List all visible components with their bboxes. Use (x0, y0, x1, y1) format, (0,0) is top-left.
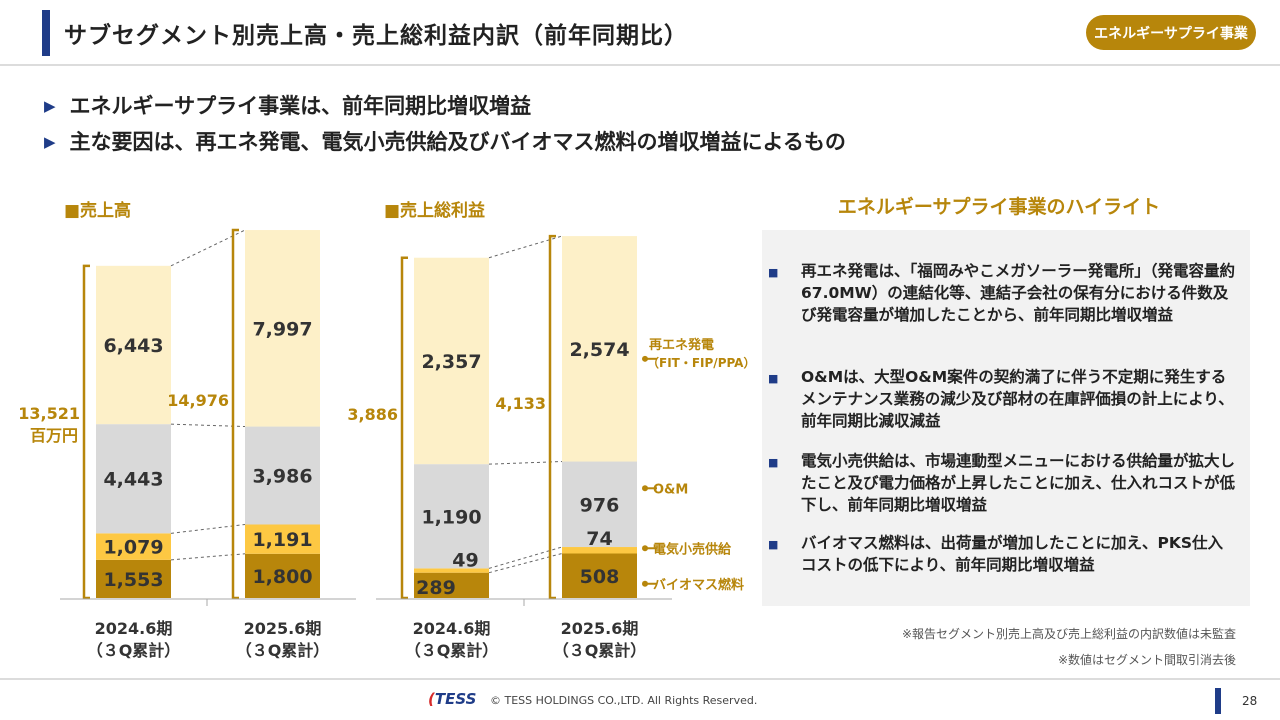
square-bullet-icon: ■ (768, 456, 779, 469)
gp-value-label: 74 (586, 528, 612, 550)
logo-text: TESS (434, 690, 477, 708)
sales-bar-1-segment-3 (96, 424, 171, 534)
sales-value-label: 1,800 (252, 566, 312, 588)
highlight-item-renewable: ■ 再エネ発電は、「福岡みやこメガソーラー発電所」（発電容量約67.0MW）の連結… (768, 262, 1236, 324)
sales-bar-2-segment-2 (245, 524, 320, 554)
highlight-item-om: ■ O&Mは、大型O&M案件の契約満了に伴う不定期に発生するメンテナンス業務の減少… (768, 368, 1234, 430)
summary-bullet-text: エネルギーサプライ事業は、前年同期比増収増益 (69, 94, 532, 118)
sales-value-label: 7,997 (252, 318, 312, 340)
sales-unit-label: 百万円 (30, 426, 78, 445)
gp-bar-2-segment-2 (562, 547, 637, 554)
sales-bar-1-segment-4 (96, 265, 171, 425)
sales-value-label: 6,443 (103, 335, 163, 357)
sales-total-label: 14,976 (167, 391, 229, 410)
gp-connector-line (488, 235, 563, 259)
sales-category-sub-label: （３Q累計） (87, 641, 181, 660)
gp-total-bracket (400, 256, 408, 600)
sales-value-label: 4,443 (103, 469, 163, 491)
highlights-panel (762, 230, 1250, 606)
triangle-bullet-icon: ▶ (44, 97, 56, 115)
sales-total-bracket (82, 264, 90, 600)
square-bullet-icon: ■ (768, 372, 779, 385)
gp-bar-1-segment-2 (414, 568, 489, 573)
sales-total-bracket (231, 228, 239, 600)
sales-category-label: 2025.6期 (244, 619, 322, 638)
sales-category-label: 2024.6期 (95, 619, 173, 638)
gp-bar-2-segment-1 (562, 553, 637, 598)
header-divider (0, 64, 1280, 66)
gp-value-label: 1,190 (421, 506, 481, 528)
gp-value-label: 49 (452, 549, 478, 571)
sales-bar-2-segment-3 (245, 426, 320, 525)
gp-value-label: 289 (416, 577, 456, 599)
gp-value-label: 2,357 (421, 351, 481, 373)
gp-category-label: 2025.6期 (561, 619, 639, 638)
gp-value-label: 508 (580, 566, 620, 588)
company-logo: (TESS (428, 690, 476, 708)
gp-bar-2-segment-4 (562, 236, 637, 462)
triangle-bullet-icon: ▶ (44, 133, 56, 151)
gp-category-sub-label: （３Q累計） (553, 641, 647, 660)
sales-value-label: 3,986 (252, 466, 312, 488)
legend-label: 再エネ発電 (649, 337, 714, 353)
gp-total-bracket (548, 234, 556, 600)
square-bullet-icon: ■ (768, 266, 779, 279)
legend-sub-label: （FIT・FIP/PPA） (647, 355, 755, 370)
page-title: サブセグメント別売上高・売上総利益内訳（前年同期比） (64, 23, 688, 49)
note-unaudited: ※報告セグメント別売上高及び売上総利益の内訳数値は未監査 (901, 627, 1236, 641)
sales-value-label: 1,553 (103, 569, 163, 591)
highlights-title: エネルギーサプライ事業のハイライト (837, 196, 1161, 218)
sales-category-sub-label: （３Q累計） (236, 641, 330, 660)
sales-value-label: 1,191 (252, 529, 312, 551)
gross-profit-chart-title: ■売上総利益 (384, 201, 486, 221)
gp-bar-2-segment-3 (562, 461, 637, 548)
gp-total-label: 4,133 (495, 394, 546, 413)
sales-total-label: 13,521 (18, 404, 80, 423)
legend-label: O&M (653, 482, 688, 497)
gp-value-label: 976 (580, 494, 620, 516)
summary-bullet-2: ▶ 主な要因は、再エネ発電、電気小売供給及びバイオマス燃料の増収増益によるもの (44, 126, 846, 156)
legend-label: バイオマス燃料 (653, 577, 744, 593)
gp-total-label: 3,886 (347, 405, 398, 424)
summary-bullet-1: ▶ エネルギーサプライ事業は、前年同期比増収増益 (44, 90, 531, 120)
page-number: 28 (1242, 694, 1258, 708)
sales-chart-title: ■売上高 (64, 201, 132, 221)
gp-bar-1-segment-4 (414, 257, 489, 465)
square-bullet-icon: ■ (768, 538, 779, 551)
gp-bar-1-segment-3 (414, 464, 489, 569)
footer-divider (0, 678, 1280, 680)
title-accent-bar (42, 10, 50, 56)
summary-bullet-text: 主な要因は、再エネ発電、電気小売供給及びバイオマス燃料の増収増益によるもの (69, 130, 846, 154)
logo-swoosh-icon: ( (428, 690, 435, 708)
gp-connector-line (488, 546, 563, 569)
sales-bar-2-segment-1 (245, 553, 320, 598)
footer-accent-bar (1215, 688, 1221, 714)
highlight-item-biomass: ■ バイオマス燃料は、出荷量が増加したことに加え、PKS仕入コストの低下により、前… (768, 534, 1224, 574)
stacked-bar-charts: 1,553 1,079 4,443 6,443 1,800 1,191 3,986 7,997… (18, 228, 755, 660)
highlight-item-retail: ■ 電気小売供給は、市場連動型メニューにおける供給量が拡大したこと及び電力価格が上… (768, 452, 1236, 514)
legend-label: 電気小売供給 (653, 541, 732, 557)
sales-value-label: 1,079 (103, 537, 163, 559)
copyright-text: © TESS HOLDINGS CO.,LTD. All Rights Rese… (490, 694, 758, 707)
note-eliminations: ※数値はセグメント間取引消去後 (1057, 653, 1236, 667)
gp-bar-1-segment-1 (414, 572, 489, 598)
sales-bar-1-segment-1 (96, 559, 171, 598)
segment-badge: エネルギーサプライ事業 (1086, 15, 1256, 50)
gp-category-sub-label: （３Q累計） (405, 641, 499, 660)
sales-bar-2-segment-4 (245, 230, 320, 427)
gp-category-label: 2024.6期 (413, 619, 491, 638)
gp-value-label: 2,574 (569, 339, 629, 361)
sales-bar-1-segment-2 (96, 533, 171, 560)
